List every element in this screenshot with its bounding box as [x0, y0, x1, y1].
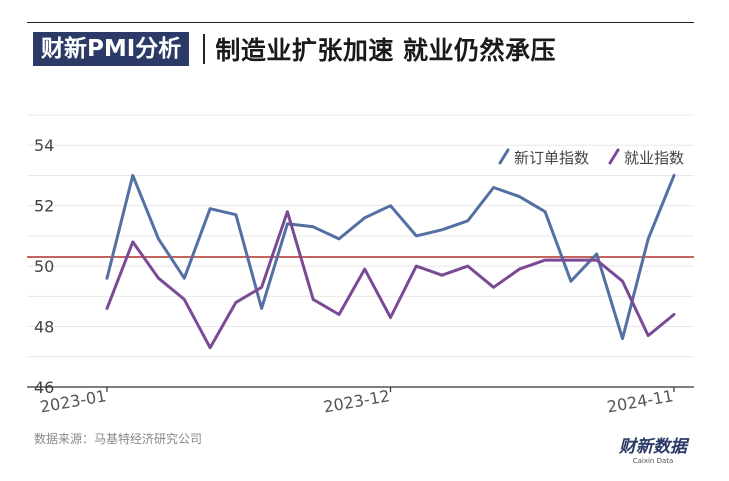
- legend-label: 就业指数: [624, 149, 684, 167]
- series-lines: [105, 173, 676, 350]
- x-axis: 2023-01 2023-12 2024-11: [27, 386, 694, 417]
- logo-subtext: Caixin Data: [632, 457, 674, 465]
- chart-legend: 新订单指数 就业指数: [498, 148, 684, 167]
- title-badge: 财新PMI分析: [33, 32, 190, 66]
- chart-headline: 制造业扩张加速 就业仍然承压: [215, 36, 557, 65]
- grid-lines: [27, 114, 694, 358]
- caixin-data-logo: 财新数据 Caixin Data: [612, 438, 694, 466]
- logo-text: 财新数据: [619, 437, 687, 457]
- y-tick-label: 48: [34, 318, 54, 337]
- legend-label: 新订单指数: [514, 149, 589, 167]
- title-separator: [203, 34, 206, 64]
- top-rule: [27, 22, 694, 23]
- legend-swatch: [498, 148, 510, 165]
- series-line-employment: [105, 210, 676, 350]
- legend-swatch: [608, 148, 620, 165]
- y-tick-label: 52: [34, 197, 54, 216]
- x-tick-label: 2023-12: [322, 386, 391, 416]
- series-line-new-orders: [105, 173, 676, 341]
- y-tick-label: 54: [34, 136, 54, 155]
- chart-header: 财新PMI分析 制造业扩张加速 就业仍然承压: [33, 30, 556, 68]
- y-tick-label: 50: [34, 257, 54, 276]
- x-tick-label: 2024-11: [606, 386, 675, 416]
- data-source: 数据来源：马基特经济研究公司: [34, 432, 203, 446]
